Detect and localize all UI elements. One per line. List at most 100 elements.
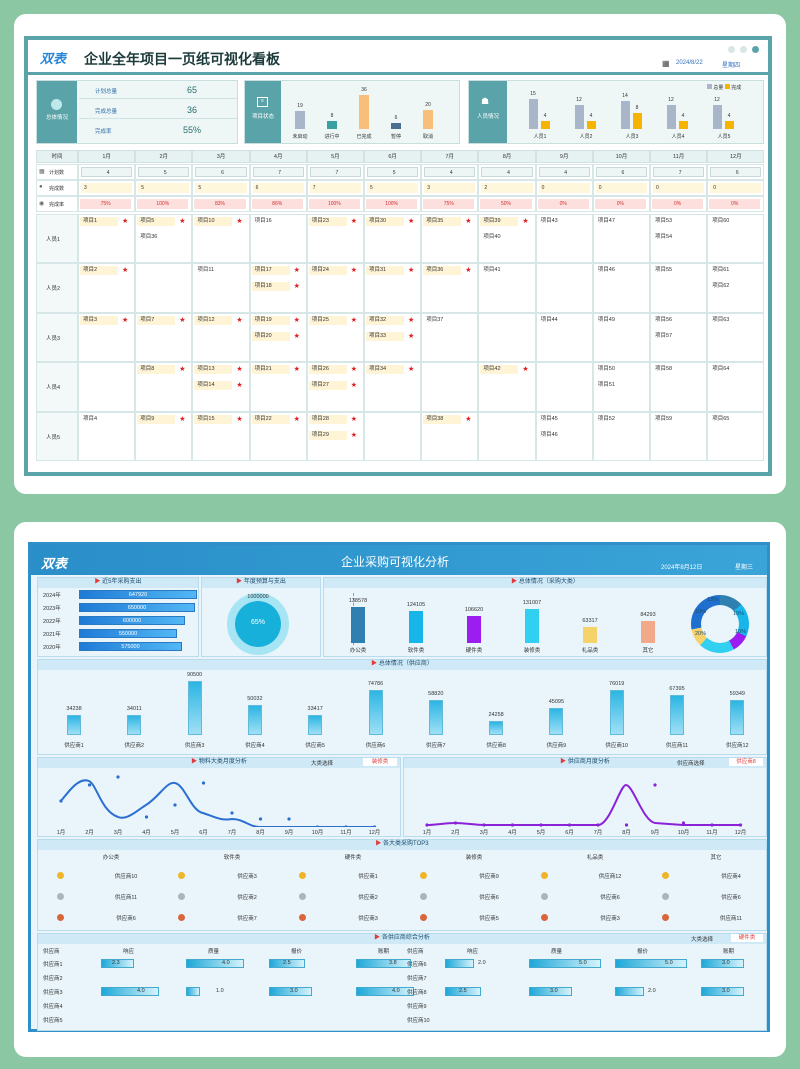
header-label: 响应: [123, 949, 135, 955]
project-tag: 项目23: [308, 217, 347, 226]
select-value[interactable]: 装修类: [363, 758, 397, 766]
people-total-bar: [529, 99, 538, 129]
people-total-bar: [575, 105, 584, 129]
category-bar: [583, 627, 597, 643]
person-cell: [36, 263, 78, 313]
score-bar: [356, 959, 411, 968]
people-label: 人员1: [533, 134, 547, 140]
year-label: 2022年: [43, 619, 61, 625]
project-tag: 项目58: [655, 366, 673, 373]
star-icon: ★: [293, 366, 300, 374]
status-bar: [423, 110, 433, 129]
project-cell: [650, 312, 708, 363]
calendar-icon: ▦: [662, 59, 670, 68]
supplier-label: 供应商4: [245, 743, 265, 749]
project-cell: [535, 263, 593, 313]
star-icon: ★: [522, 218, 529, 225]
top3-supplier: 供应商6: [116, 916, 136, 922]
done-value: 0: [710, 183, 762, 193]
star-icon: ★: [179, 366, 186, 374]
score-value: 5.0: [665, 960, 673, 966]
star-icon: ★: [293, 283, 300, 291]
summary-value: 55%: [182, 125, 201, 135]
people-total-value: 12: [714, 97, 720, 103]
plan-value: 4: [424, 167, 476, 177]
header-label: 质量: [551, 949, 563, 955]
supplier-bar: [489, 721, 504, 735]
star-icon: ★: [465, 267, 472, 275]
done-icon: ●: [39, 184, 43, 190]
project-tag: 项目33: [366, 331, 404, 341]
project-tag: 项目27: [308, 381, 347, 391]
select-label: 供应商选择: [677, 761, 705, 767]
select-value[interactable]: 硬件类: [731, 934, 763, 942]
top3-supplier: 供应商11: [114, 895, 138, 901]
status-value: 8: [330, 113, 334, 119]
category-bar: [409, 611, 423, 643]
project-tag: 项目13: [194, 365, 233, 375]
supplier-name: 供应商2: [43, 976, 63, 982]
supplier-value: 45095: [548, 699, 565, 705]
status-label-block: ≡ 项目状态: [245, 81, 281, 143]
person-cell: [36, 362, 78, 412]
done-value: 6: [252, 183, 304, 193]
status-label: 暂停: [390, 134, 401, 140]
status-bar: [391, 123, 401, 129]
top3-supplier: 供应商4: [721, 874, 741, 880]
project-cell: [535, 312, 593, 363]
project-tag: 项目65: [712, 415, 730, 422]
summary-label-block: 总体情况: [37, 81, 77, 143]
series-point: [59, 799, 63, 803]
bronze-medal-icon: [178, 914, 185, 921]
top3-category: 硬件类: [344, 855, 362, 861]
supplier-label: 供应商5: [305, 743, 325, 749]
project-tag: 项目16: [254, 218, 272, 224]
project-cell: [535, 411, 593, 461]
divider: [79, 118, 237, 119]
supplier-name: 供应商5: [43, 1018, 63, 1024]
top3-supplier: 供应商11: [719, 916, 743, 922]
score-bar: [101, 959, 134, 968]
header-label: 报价: [291, 949, 303, 955]
supplier-value: 34011: [126, 706, 142, 712]
plan-value: 6: [195, 167, 247, 177]
rate-value: 100%: [137, 199, 189, 209]
plan-value: 4: [538, 167, 590, 177]
project-cell: [364, 411, 422, 461]
series-line: [426, 784, 740, 826]
status-label: 取消: [422, 134, 433, 140]
status-value: 19: [297, 103, 303, 109]
project-tag: 项目61: [712, 267, 730, 274]
project-cell: [535, 214, 593, 264]
supplier-label: 供应商3: [184, 743, 205, 749]
done-value: 0: [653, 183, 705, 193]
select-value[interactable]: 供应商8: [729, 758, 763, 766]
month-header: 6月: [364, 150, 422, 163]
status-bar: [295, 111, 305, 129]
panel-title-text: 各大类采购TOP3: [383, 841, 429, 847]
star-icon: ★: [122, 316, 129, 324]
score-value: 2.5: [459, 988, 467, 994]
project-tag: 项目49: [597, 316, 615, 323]
top3-category: 软件类: [223, 855, 241, 861]
series-point: [173, 803, 177, 807]
top3-supplier: 供应商3: [600, 916, 620, 922]
series-point: [230, 811, 234, 815]
project-tag: 项目20: [251, 331, 290, 341]
plan-value: 7: [309, 167, 361, 177]
row-label: 完成率: [49, 202, 65, 208]
category-label: 礼品类: [581, 648, 599, 654]
month-label: 2月: [451, 830, 460, 836]
rate-value: 0%: [537, 199, 589, 209]
spend-bar: 650000: [79, 603, 195, 612]
star-icon: ★: [122, 218, 129, 225]
month-header: 1月: [78, 150, 136, 163]
people-done-value: 8: [635, 105, 639, 111]
person-label: 人员1: [46, 237, 61, 243]
arrow-icon: ▶: [236, 579, 244, 585]
star-icon: ★: [293, 415, 300, 423]
top3-category: 办公类: [102, 855, 120, 861]
panel-title-text: 总体情况（采购大类）: [518, 579, 579, 585]
gold-medal-icon: [57, 872, 64, 879]
month-label: 11月: [706, 830, 718, 836]
